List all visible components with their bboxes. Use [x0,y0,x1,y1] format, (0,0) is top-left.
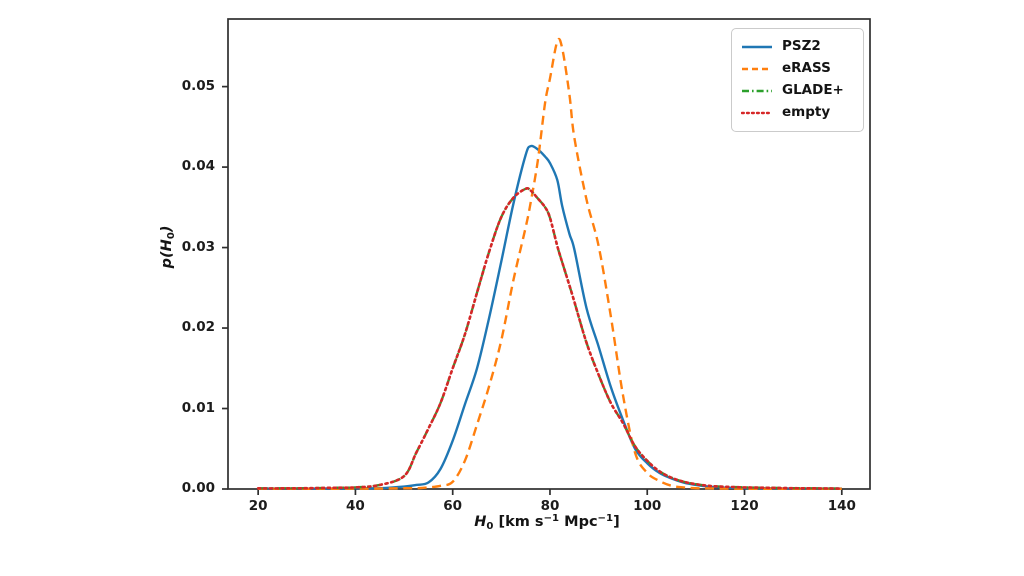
y-tick-label: 0.01 [181,399,215,416]
x-axis-label-units2: Mpc [559,514,598,531]
x-tick-label: 60 [443,498,463,514]
legend-label: PSZ2 [782,38,821,55]
x-tick-label: 80 [540,498,560,514]
legend-label: GLADE+ [782,82,844,99]
y-tick-label: 0.04 [181,158,215,175]
legend: PSZ2 eRASS GLADE+ empty [731,28,864,132]
x-axis-label-exponent: −1 [543,513,560,524]
legend-line-sample [742,67,772,71]
x-tick-label: 20 [248,498,268,514]
y-tick-label: 0.02 [181,319,215,336]
legend-item-empty: empty [741,102,854,124]
legend-label: empty [782,104,831,121]
legend-item-erass: eRASS [741,58,854,80]
legend-label: eRASS [782,60,831,77]
x-axis-label-units: [km s [493,514,544,531]
legend-line-sample [742,89,772,93]
series-line-glade [258,187,842,490]
y-tick-label: 0.03 [181,238,215,255]
x-axis-label-close: ] [613,514,620,531]
series-line-erass [258,37,842,490]
x-axis-label-exponent2: −1 [597,513,614,524]
axes-frame [227,18,871,490]
legend-line-sample [742,45,772,49]
legend-item-psz2: PSZ2 [741,36,854,58]
x-axis-label-symbol: H [474,514,487,531]
y-tick-label: 0.00 [181,480,215,496]
x-tick-label: 120 [730,498,759,514]
x-axis-label: H0 [km s−1 Mpc−1] [397,513,697,532]
x-tick-label: 140 [827,498,856,514]
x-tick-label: 100 [633,498,662,514]
legend-item-glade: GLADE+ [741,80,854,102]
y-axis-label-close: ) [159,225,176,233]
series-line-psz2 [258,144,842,490]
x-axis-label-subscript: 0 [486,520,494,532]
x-tick-label: 40 [346,498,365,514]
series-line-empty [256,187,844,490]
legend-line-sample [741,111,773,115]
y-tick-label: 0.05 [181,77,215,94]
